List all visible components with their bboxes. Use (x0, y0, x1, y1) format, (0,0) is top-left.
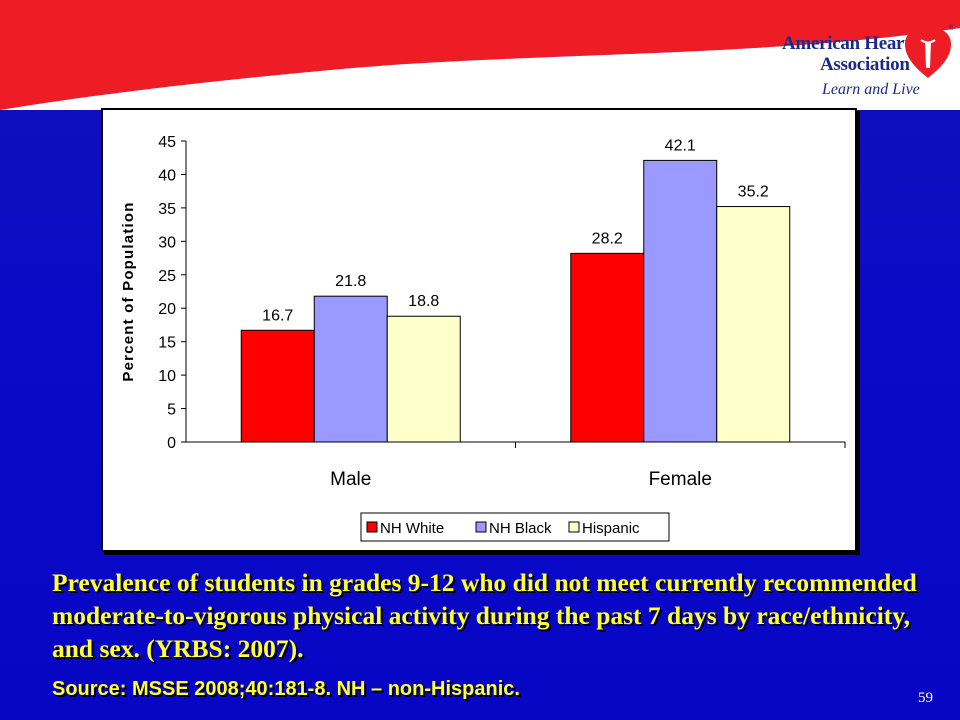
logo-tagline: Learn and Live (822, 81, 920, 98)
data-label: 28.2 (592, 230, 623, 247)
y-tick-label: 30 (158, 234, 176, 251)
y-tick-label: 40 (158, 167, 176, 184)
bar-chart: 0 5 10 15 20 25 30 35 40 45 16.7 21.8 18.8 Male 28.2 42… (120, 134, 846, 542)
data-label: 42.1 (665, 137, 696, 154)
x-tick-label: Female (649, 469, 712, 490)
legend-swatch (475, 521, 487, 533)
legend-label: NH White (380, 520, 444, 537)
y-tick-label: 25 (158, 268, 176, 285)
logo-org-line2: Association (820, 54, 910, 75)
data-label: 16.7 (262, 307, 293, 324)
page-number: 59 (918, 690, 933, 706)
data-label: 35.2 (738, 184, 769, 201)
y-tick-label: 35 (158, 201, 176, 218)
bar (716, 206, 791, 443)
y-tick-label: 15 (158, 335, 176, 352)
data-label: 18.8 (408, 293, 439, 310)
heart-torch-icon: ® (905, 24, 953, 78)
bar (313, 295, 388, 443)
y-tick-label: 45 (158, 134, 176, 151)
registered-mark: ® (949, 24, 953, 32)
legend-label: Hispanic (582, 520, 640, 537)
bar (386, 315, 461, 443)
legend-swatch (568, 521, 580, 533)
x-tick-label: Male (330, 469, 371, 490)
y-tick-label: 20 (158, 301, 176, 318)
logo-org-line1: American Heart (782, 33, 911, 54)
legend-box (360, 512, 670, 542)
legend-label: NH Black (489, 520, 552, 537)
bar (643, 159, 718, 443)
bar (240, 329, 315, 443)
legend-swatch (366, 521, 378, 533)
chart-caption: Prevalence of students in grades 9-12 wh… (52, 568, 917, 663)
chart-panel: 0 5 10 15 20 25 30 35 40 45 16.7 21.8 18.8 Male 28.2 42… (101, 108, 857, 552)
source-note: Source: MSSE 2008;40:181-8. NH – non-His… (52, 678, 520, 700)
y-axis-title: Percent of Population (120, 201, 137, 381)
aha-logo: American Heart Association Learn and Liv… (782, 33, 920, 99)
y-tick-label: 5 (167, 402, 176, 419)
data-label: 21.8 (335, 273, 366, 290)
y-tick-label: 10 (158, 368, 176, 385)
header-banner (0, 0, 960, 110)
bar (570, 252, 645, 443)
y-tick-label: 0 (167, 435, 176, 452)
